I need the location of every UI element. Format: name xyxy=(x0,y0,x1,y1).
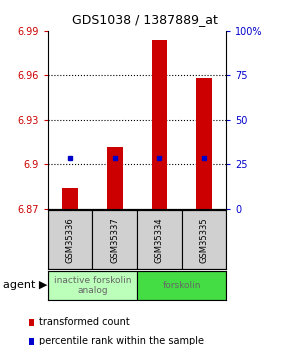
Text: forskolin: forskolin xyxy=(162,281,201,290)
Text: GSM35335: GSM35335 xyxy=(200,217,209,263)
Text: inactive forskolin
analog: inactive forskolin analog xyxy=(54,276,131,295)
Bar xyxy=(48,271,137,300)
Text: GSM35334: GSM35334 xyxy=(155,217,164,263)
Text: percentile rank within the sample: percentile rank within the sample xyxy=(39,336,204,345)
Text: agent ▶: agent ▶ xyxy=(3,280,47,290)
Bar xyxy=(151,40,167,209)
Bar xyxy=(62,188,78,209)
Text: GSM35336: GSM35336 xyxy=(66,217,75,263)
Bar xyxy=(107,147,123,209)
Bar xyxy=(137,271,226,300)
Text: GDS1038 / 1387889_at: GDS1038 / 1387889_at xyxy=(72,13,218,26)
Text: transformed count: transformed count xyxy=(39,317,130,327)
Bar xyxy=(48,210,93,269)
Bar xyxy=(137,210,182,269)
Text: GSM35337: GSM35337 xyxy=(110,217,119,263)
Bar xyxy=(93,210,137,269)
Bar xyxy=(182,210,226,269)
Bar xyxy=(196,78,212,209)
